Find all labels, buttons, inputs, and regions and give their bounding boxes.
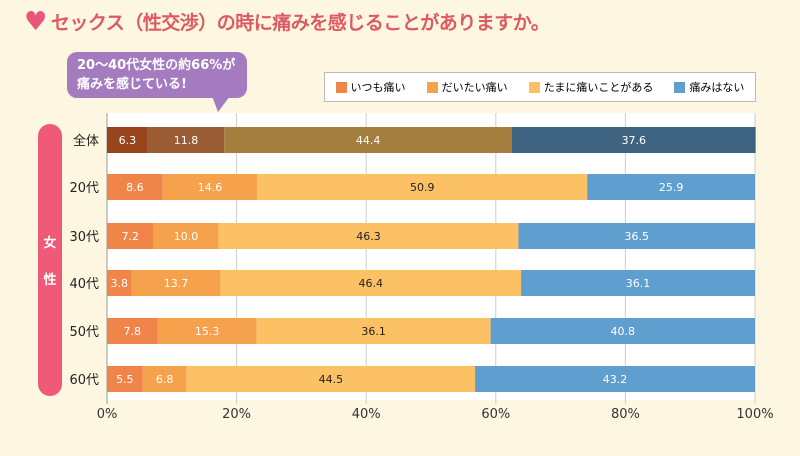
category-label: 全体	[73, 133, 99, 149]
data-label: 3.8	[111, 277, 129, 290]
category-label: 30代	[69, 230, 99, 245]
data-label: 36.1	[361, 325, 386, 338]
bar-segment	[218, 223, 519, 249]
data-label: 11.8	[174, 134, 199, 147]
bar-segment	[512, 127, 756, 153]
callout-line: 痛みを感じている!	[77, 77, 187, 92]
data-label: 13.7	[164, 277, 189, 290]
bar-segment	[107, 366, 143, 392]
data-label: 36.5	[624, 230, 649, 243]
data-label: 46.4	[358, 277, 383, 290]
data-label: 44.5	[319, 373, 344, 386]
category-label: 50代	[69, 325, 99, 340]
bar-segment	[475, 366, 755, 392]
side-label-char: 性	[43, 273, 57, 288]
legend-label: たまに痛いことがある	[543, 81, 654, 94]
x-tick-label: 20%	[222, 407, 251, 422]
bar-segment	[107, 127, 148, 153]
bar-segment	[518, 223, 755, 249]
bar-segment	[107, 318, 158, 344]
heart-icon: ♥	[24, 6, 47, 37]
bar-segment	[142, 366, 187, 392]
legend-swatch	[674, 81, 686, 93]
bar-segment	[107, 270, 132, 296]
bar-segment	[224, 127, 512, 153]
legend-item: いつも痛い	[335, 79, 406, 95]
legend-swatch	[335, 81, 347, 93]
category-label: 60代	[69, 373, 99, 388]
x-tick-label: 60%	[481, 407, 510, 422]
data-label: 7.8	[124, 325, 142, 338]
x-tick-label: 100%	[736, 407, 773, 422]
category-label: 40代	[69, 277, 99, 292]
data-label: 46.3	[356, 230, 381, 243]
data-label: 43.2	[603, 373, 628, 386]
data-label: 5.5	[116, 373, 134, 386]
plot-area	[107, 113, 755, 400]
legend-label: いつも痛い	[350, 81, 406, 94]
callout-line: 20〜40代女性の約66%が	[77, 58, 236, 73]
bar-segment	[220, 270, 522, 296]
legend-item: だいたい痛い	[426, 79, 508, 95]
category-label: 20代	[69, 181, 99, 196]
data-label: 14.6	[198, 181, 223, 194]
legend-swatch	[426, 81, 438, 93]
legend-item: たまに痛いことがある	[528, 79, 654, 95]
side-label-char: 女	[43, 236, 57, 251]
bar-segment	[131, 270, 221, 296]
bar-segment	[107, 174, 163, 200]
bar-segment	[186, 366, 476, 392]
chart-title: ♥ セックス（性交渉）の時に痛みを感じることがありますか。	[24, 6, 550, 37]
x-tick-label: 0%	[97, 407, 118, 422]
bar-segment	[147, 127, 225, 153]
bar-segment	[587, 174, 755, 200]
bar-segment	[257, 174, 588, 200]
legend-swatch	[528, 81, 540, 93]
legend: いつも痛い だいたい痛い たまに痛いことがある 痛みはない	[324, 72, 756, 102]
side-label-female: 女性	[38, 124, 62, 396]
data-label: 44.4	[356, 134, 381, 147]
legend-label: 痛みはない	[689, 81, 745, 94]
callout: 20〜40代女性の約66%が 痛みを感じている!	[67, 52, 247, 112]
data-label: 6.3	[119, 134, 137, 147]
x-tick-label: 40%	[352, 407, 381, 422]
bar-segment	[256, 318, 491, 344]
title-text: セックス（性交渉）の時に痛みを感じることがありますか。	[50, 12, 550, 34]
bar-segment	[162, 174, 258, 200]
legend-item: 痛みはない	[674, 79, 744, 95]
x-tick-label: 80%	[611, 407, 640, 422]
data-label: 7.2	[122, 230, 140, 243]
bar-segment	[153, 223, 219, 249]
data-label: 6.8	[156, 373, 174, 386]
bar-segment	[521, 270, 755, 296]
data-label: 25.9	[659, 181, 684, 194]
data-label: 40.8	[611, 325, 636, 338]
data-label: 15.3	[195, 325, 220, 338]
data-label: 8.6	[126, 181, 144, 194]
legend-label: だいたい痛い	[441, 81, 508, 94]
bar-segment	[107, 223, 154, 249]
data-label: 10.0	[174, 230, 199, 243]
data-label: 36.1	[626, 277, 651, 290]
data-label: 50.9	[410, 181, 435, 194]
data-label: 37.6	[622, 134, 647, 147]
bar-segment	[157, 318, 257, 344]
bar-segment	[490, 318, 755, 344]
